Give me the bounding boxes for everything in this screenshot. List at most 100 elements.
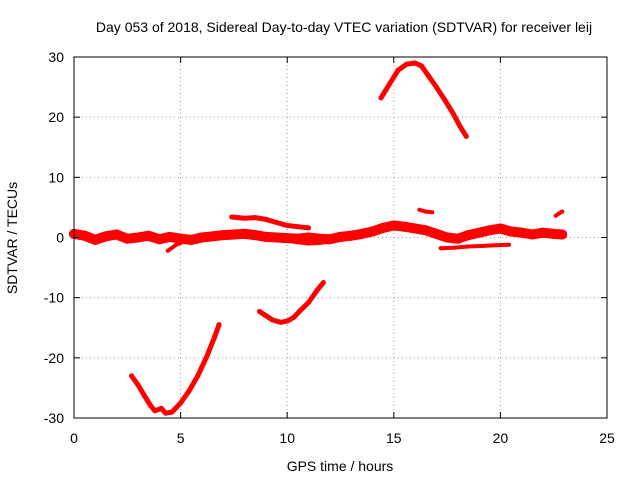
- data-point: [291, 315, 297, 320]
- data-point: [242, 215, 248, 221]
- data-point: [327, 239, 332, 244]
- data-point: [466, 244, 471, 249]
- data-point: [314, 287, 320, 293]
- data-point: [481, 243, 486, 248]
- data-point: [278, 319, 284, 325]
- data-point: [346, 230, 357, 241]
- data-point: [263, 313, 269, 319]
- y-tick-label: 0: [56, 230, 64, 246]
- data-point: [297, 308, 303, 314]
- data-point: [182, 239, 187, 244]
- data-point: [442, 232, 453, 243]
- data-point: [212, 334, 218, 340]
- data-point: [417, 207, 422, 212]
- data-point: [548, 228, 559, 239]
- data-point: [410, 223, 421, 234]
- data-point: [271, 232, 282, 243]
- data-point: [165, 248, 170, 253]
- data-point: [163, 410, 169, 416]
- data-point: [129, 373, 135, 379]
- data-point: [395, 67, 401, 73]
- data-point: [404, 61, 410, 67]
- data-point: [423, 209, 428, 214]
- data-point: [495, 223, 506, 234]
- data-point: [295, 224, 301, 230]
- data-point: [425, 72, 431, 78]
- data-point: [494, 243, 499, 248]
- data-point: [158, 405, 164, 411]
- data-point: [451, 245, 456, 250]
- data-point: [178, 400, 184, 406]
- y-tick-label: 10: [48, 169, 64, 185]
- data-point: [320, 280, 326, 286]
- data-point: [378, 95, 384, 101]
- data-point: [239, 228, 250, 239]
- data-point: [133, 232, 143, 243]
- x-axis-label: GPS time / hours: [287, 458, 394, 474]
- data-point: [284, 223, 290, 228]
- data-point: [356, 228, 367, 239]
- data-point: [152, 408, 158, 414]
- data-point: [516, 227, 527, 238]
- data-point: [367, 226, 378, 237]
- data-point: [527, 229, 538, 240]
- data-point: [189, 236, 194, 241]
- data-point: [111, 229, 122, 240]
- data-point: [164, 231, 175, 242]
- x-tick-label: 15: [386, 430, 402, 446]
- data-point: [419, 63, 424, 69]
- y-tick-label: -20: [44, 350, 64, 366]
- data-point: [399, 221, 410, 232]
- data-point: [257, 309, 262, 314]
- y-tick-label: -10: [44, 290, 64, 306]
- data-point: [203, 355, 209, 361]
- x-tick-label: 25: [599, 430, 615, 446]
- data-point: [196, 232, 207, 243]
- data-point: [218, 230, 229, 241]
- data-point: [122, 233, 133, 244]
- data-point: [284, 318, 290, 324]
- data-point: [174, 242, 179, 247]
- data-point: [303, 232, 314, 243]
- data-point: [474, 227, 485, 238]
- data-point: [154, 234, 165, 245]
- y-tick-label: 30: [48, 49, 64, 65]
- data-point: [451, 111, 456, 117]
- data-point: [538, 227, 548, 238]
- data-point: [557, 229, 568, 240]
- data-point: [207, 231, 218, 242]
- data-point: [463, 230, 474, 241]
- y-tick-label: 20: [48, 109, 64, 125]
- data-point: [412, 60, 418, 66]
- data-point: [506, 242, 511, 247]
- x-tick-label: 10: [279, 430, 295, 446]
- data-point: [169, 409, 175, 415]
- data-point: [420, 225, 431, 236]
- data-point: [228, 229, 239, 240]
- series-line: [438, 242, 511, 251]
- data-point: [148, 403, 154, 409]
- data-point: [442, 97, 448, 103]
- data-point: [378, 222, 389, 233]
- data-point: [553, 213, 558, 218]
- data-point: [438, 246, 443, 251]
- data-point: [557, 211, 561, 216]
- data-point: [252, 215, 258, 221]
- series-line: [165, 236, 194, 253]
- data-point: [274, 220, 279, 225]
- data-point: [229, 214, 235, 220]
- data-point: [285, 238, 290, 243]
- data-point: [388, 220, 399, 231]
- data-point: [306, 241, 311, 246]
- series-line: [257, 280, 326, 325]
- data-point: [431, 228, 442, 239]
- data-point: [195, 373, 201, 379]
- data-point: [101, 231, 111, 242]
- data-point: [506, 226, 517, 237]
- x-tick-label: 0: [70, 430, 78, 446]
- x-tick-label: 20: [493, 430, 509, 446]
- data-point: [260, 231, 271, 242]
- data-point: [186, 388, 192, 394]
- chart-title: Day 053 of 2018, Sidereal Day-to-day VTE…: [96, 19, 592, 35]
